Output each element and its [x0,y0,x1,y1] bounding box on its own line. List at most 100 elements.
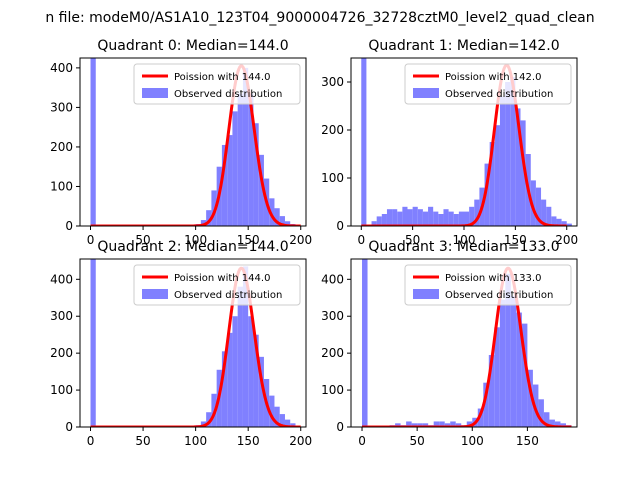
y-tick-label: 200 [321,346,344,360]
histogram-bar [211,190,217,226]
histogram-bar [227,332,233,427]
histogram-bar [284,221,291,226]
y-tick-label: 400 [50,272,73,286]
histogram-bar [551,216,557,226]
legend-label-poisson: Poission with 142.0 [445,72,541,83]
histogram-bar [376,216,382,226]
legend-label-observed: Observed distribution [445,89,553,100]
histogram-bar [499,96,506,226]
histogram-bar [521,323,528,427]
y-tick-label: 0 [336,219,344,233]
histogram-bar [395,423,401,427]
histogram-bar [489,142,495,226]
histogram-bar [412,206,418,226]
histogram-bar [269,198,275,226]
histogram-bar [494,125,500,226]
x-tick-label: 200 [289,434,312,448]
legend: Poission with 144.0 Observed distribution [133,63,301,105]
histogram-bar [417,423,423,427]
histogram-bar [406,421,412,427]
legend-label-poisson: Poission with 144.0 [174,273,270,284]
histogram-bar [530,180,536,226]
panel-title: Quadrant 3: Median=133.0 [368,239,559,255]
histogram-bar [221,144,228,226]
x-tick-label: 0 [87,434,95,448]
x-tick-label: 150 [237,434,260,448]
histogram-bar [290,423,296,427]
y-tick-label: 0 [65,219,73,233]
axes-frame [350,258,578,428]
histogram-bar [541,199,547,226]
histogram-bar [248,316,254,427]
histogram-bar [466,421,473,427]
histogram-bar [253,123,259,226]
histogram-bar [242,266,249,427]
histogram-bar [444,423,451,427]
histogram-bar [483,382,489,427]
histogram-bar [453,214,459,226]
histogram-bar [381,214,387,226]
histogram-bar [422,423,429,427]
histogram-bar [237,93,243,226]
y-tick-label: 200 [50,346,73,360]
y-tick-label: 300 [321,309,344,323]
x-tick-label: 50 [405,233,420,247]
x-tick-label: 100 [461,434,484,448]
axes-frame [79,258,307,428]
legend: Poission with 144.0 Observed distribution [133,264,301,306]
histogram-bar [227,135,233,226]
quadrant-panel-3: 0 50 100 150 0 100 200 300 400 Quadrant 3: Median… [321,239,578,448]
histogram-bar [458,211,464,226]
histogram-bar [392,209,398,226]
histogram-bar [417,209,423,226]
histogram-bar [549,419,555,427]
figure-suptitle: n file: modeM0/AS1A10_123T04_9000004726_… [45,10,594,26]
histogram-bar [443,209,449,226]
histogram-bar [469,206,475,226]
histogram-bar [200,220,207,226]
histogram-bar [535,187,542,226]
y-tick-label: 300 [50,100,73,114]
histogram-bar [566,223,572,226]
legend-swatch-observed [142,88,168,98]
x-tick-label: 100 [453,233,476,247]
histogram-bar [510,295,517,427]
histogram-bar [515,108,521,226]
x-tick-label: 100 [184,233,207,247]
histogram-bar [543,412,550,427]
histogram-bar [448,211,454,226]
histogram-bar [206,210,212,226]
histogram-bar [474,199,480,226]
legend-box [133,264,301,306]
histogram-bar [488,355,495,427]
histogram-bar [546,206,552,226]
legend-swatch-observed [413,88,439,98]
x-tick-label: 150 [504,233,527,247]
legend-label-observed: Observed distribution [174,290,282,301]
x-tick-label: 150 [516,434,539,448]
x-tick-label: 50 [135,434,150,448]
histogram-bar [439,421,445,427]
histogram-bar [411,423,418,427]
histogram-bar [361,58,367,226]
histogram-bar [494,327,500,427]
legend-label-observed: Observed distribution [445,290,553,301]
histogram-bar [362,259,368,427]
y-tick-label: 200 [50,140,73,154]
histogram-bar [556,218,562,226]
histogram-bar [516,312,522,427]
histogram-bar [464,211,470,226]
x-tick-label: 0 [357,233,365,247]
histogram-bar [407,209,413,226]
y-tick-label: 0 [65,420,73,434]
quadrant-panel-2: 0 50 100 150 200 0 100 200 300 400 Quadrant 2: Med… [50,239,312,448]
x-tick-label: 200 [555,233,578,247]
histogram-bar [433,211,439,226]
histogram-bar [279,216,285,226]
histogram-bar [560,423,566,427]
x-tick-label: 200 [289,233,312,247]
histogram-bar [242,67,249,226]
x-tick-label: 50 [135,233,150,247]
histogram-bar [433,421,440,427]
